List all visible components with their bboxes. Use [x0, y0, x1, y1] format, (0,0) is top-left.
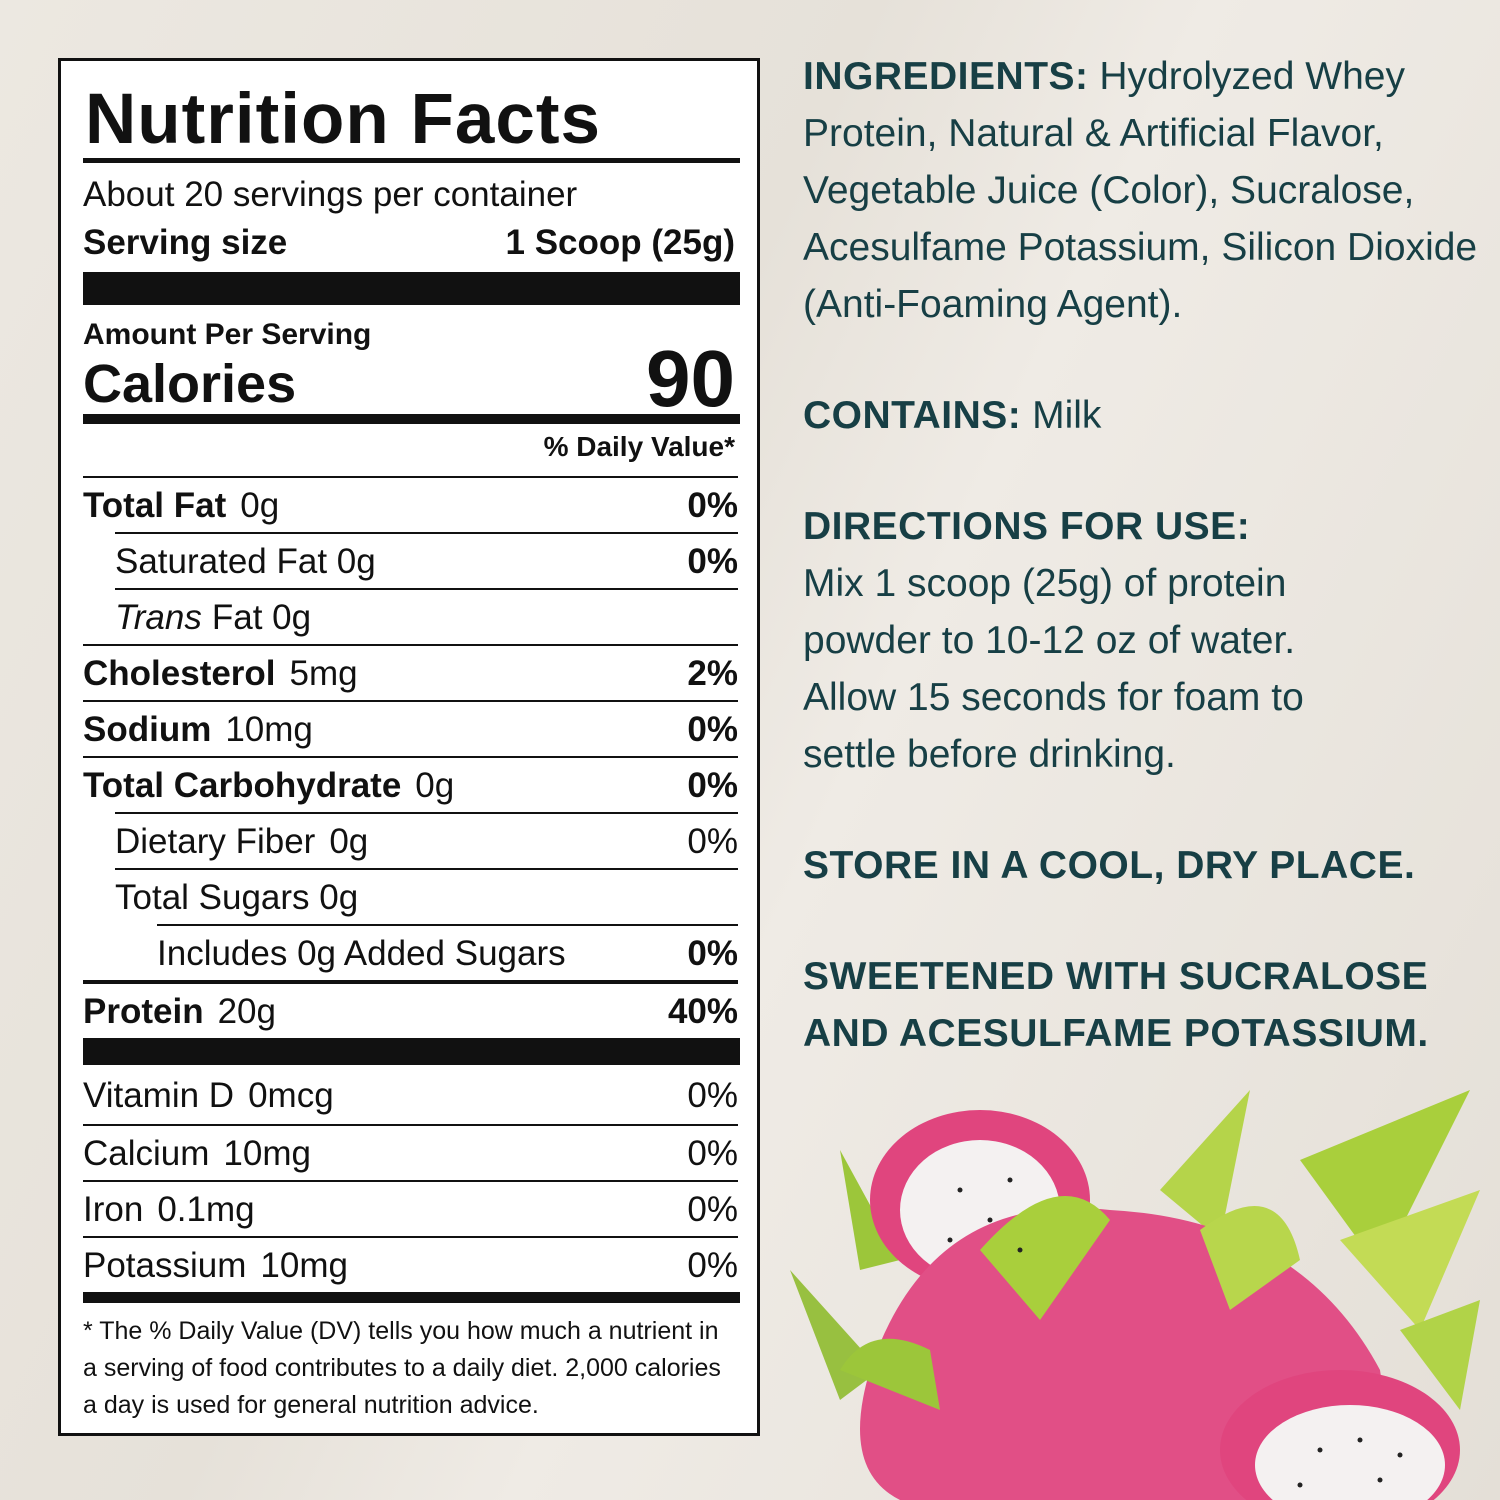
daily-value: 0%: [687, 934, 738, 973]
daily-value: 0%: [687, 1076, 738, 1115]
daily-value: 0%: [687, 542, 738, 581]
ingredients-text: Hydrolyzed Whey Protein, Natural & Artif…: [803, 55, 1478, 326]
nutrient-name: Sodium: [83, 710, 212, 749]
vitamin-row: Calcium 10mg 0%: [83, 1124, 738, 1182]
daily-value: 0%: [687, 822, 738, 861]
divider-thick: [83, 1038, 740, 1065]
daily-value: 0%: [687, 486, 738, 525]
storage-note: STORE IN A COOL, DRY PLACE.: [803, 844, 1416, 887]
footnote: * The % Daily Value (DV) tells you how m…: [83, 1317, 721, 1419]
label-title: Nutrition Facts: [85, 80, 601, 159]
nutrient-row: Cholesterol 5mg 2%: [83, 644, 738, 702]
daily-value-header: % Daily Value*: [543, 431, 735, 462]
nutrient-name: Trans: [115, 598, 202, 637]
serving-size-label: Serving size: [83, 223, 288, 262]
dragon-fruit-image: [790, 1090, 1480, 1500]
daily-value: 0%: [687, 1134, 738, 1173]
nutrient-row: Total Fat 0g 0%: [83, 476, 738, 534]
vitamin-name: Vitamin D: [83, 1076, 235, 1115]
nutrient-name: Cholesterol: [83, 654, 276, 693]
product-info: INGREDIENTS: Hydrolyzed Whey Protein, Na…: [803, 48, 1483, 1062]
nutrient-name: Total Carbohydrate: [83, 766, 402, 805]
nutrient-amount: 0g: [415, 766, 455, 805]
vitamin-amount: 0mcg: [248, 1076, 334, 1115]
nutrient-amount: 0g: [329, 822, 369, 861]
vitamin-row: Iron 0.1mg 0%: [83, 1180, 738, 1238]
vitamin-name: Calcium: [83, 1134, 210, 1173]
divider-thick: [83, 272, 740, 305]
divider-medium: [83, 1292, 740, 1303]
servings-per-container: About 20 servings per container: [83, 175, 578, 214]
ingredients: INGREDIENTS: Hydrolyzed Whey Protein, Na…: [803, 48, 1483, 333]
nutrient-name: Total Fat: [83, 486, 227, 525]
daily-value: 0%: [687, 766, 738, 805]
daily-value: 40%: [667, 992, 738, 1031]
nutrient-amount: 10mg: [225, 710, 313, 749]
nutrient-row: Includes 0g Added Sugars 0%: [157, 924, 738, 982]
nutrient-amount: Fat 0g: [211, 598, 312, 637]
directions-label: DIRECTIONS FOR USE:: [803, 505, 1251, 548]
calories-label: Calories: [83, 354, 297, 414]
nutrient-name: Dietary Fiber: [115, 822, 316, 861]
ingredients-label: INGREDIENTS:: [803, 55, 1089, 98]
vitamin-row: Vitamin D 0mcg 0%: [83, 1068, 738, 1124]
nutrient-row: Protein 20g 40%: [83, 980, 738, 1040]
daily-value: 0%: [687, 1190, 738, 1229]
daily-value: 0%: [687, 1246, 738, 1285]
fruit-slice-flesh: [1255, 1405, 1445, 1500]
amount-per-serving: Amount Per Serving: [83, 318, 372, 351]
vitamin-amount: 10mg: [223, 1134, 311, 1173]
vitamin-name: Iron: [83, 1190, 144, 1229]
nutrient-name: Total Sugars 0g: [115, 878, 359, 917]
nutrient-row: Trans Fat 0g: [115, 588, 738, 646]
nutrient-row: Saturated Fat 0g 0%: [115, 532, 738, 590]
nutrient-name: Protein: [83, 992, 204, 1031]
vitamin-name: Potassium: [83, 1246, 247, 1285]
nutrient-name: Saturated Fat 0g: [115, 542, 376, 581]
vitamin-row: Potassium 10mg 0%: [83, 1236, 738, 1294]
nutrient-row: Dietary Fiber 0g 0%: [115, 812, 738, 870]
nutrient-row: Total Carbohydrate 0g 0%: [83, 756, 738, 814]
divider-medium: [83, 414, 740, 424]
nutrient-amount: 20g: [217, 992, 276, 1031]
daily-value: 0%: [687, 710, 738, 749]
nutrient-amount: 5mg: [289, 654, 358, 693]
contains: CONTAINS: Milk: [803, 387, 1483, 444]
directions-text: Mix 1 scoop (25g) of protein powder to 1…: [803, 562, 1304, 776]
sweetener-note: SWEETENED WITH SUCRALOSE AND ACESULFAME …: [803, 955, 1429, 1055]
contains-text: Milk: [1032, 394, 1102, 437]
daily-value: 2%: [687, 654, 738, 693]
nutrient-amount: 0g: [240, 486, 280, 525]
nutrient-name: Includes 0g Added Sugars: [157, 934, 566, 973]
vitamin-amount: 10mg: [260, 1246, 348, 1285]
vitamin-amount: 0.1mg: [157, 1190, 255, 1229]
divider: [83, 158, 740, 163]
contains-label: CONTAINS:: [803, 394, 1022, 437]
nutrient-row: Sodium 10mg 0%: [83, 700, 738, 758]
nutrition-facts-label: Nutrition Facts About 20 servings per co…: [58, 58, 760, 1436]
nutrient-row: Total Sugars 0g: [115, 868, 738, 926]
serving-size-value: 1 Scoop (25g): [505, 223, 735, 262]
calories-value: 90: [646, 334, 735, 423]
